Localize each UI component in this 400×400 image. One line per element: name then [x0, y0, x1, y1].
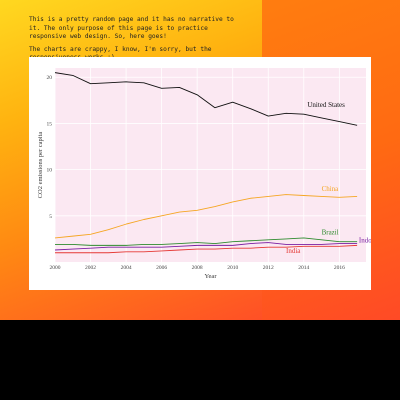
y-tick-label: 15	[47, 121, 53, 127]
series-line-brazil	[55, 237, 358, 246]
y-tick-label: 20	[47, 75, 53, 81]
y-tick-label: 5	[49, 214, 52, 220]
plot-background	[55, 68, 366, 262]
series-label-china: China	[322, 185, 340, 193]
series-line-indonesia	[54, 242, 358, 251]
x-tick-label: 2006	[156, 265, 167, 271]
co2-line-chart: 2000 2002 2004 2006 2008 2010 2012 2014 2016 5 10…	[37, 68, 387, 280]
series-label-india: India	[286, 247, 301, 255]
x-tick-label: 2000	[50, 265, 61, 271]
y-tick-label: 10	[47, 168, 53, 174]
series-label-indonesia: Indonesia	[359, 237, 371, 245]
series-line-united-states	[54, 72, 358, 126]
x-axis-label: Year	[205, 273, 218, 280]
x-tick-label: 2004	[121, 265, 132, 271]
x-tick-label: 2014	[298, 265, 309, 271]
intro-paragraph-1: This is a pretty random page and it has …	[29, 16, 234, 41]
x-axis-ticks: 2000 2002 2004 2006 2008 2010 2012 2014 2016	[50, 265, 346, 271]
x-tick-label: 2002	[85, 265, 96, 271]
x-tick-label: 2010	[227, 265, 238, 271]
x-tick-label: 2016	[334, 265, 345, 271]
series-label-brazil: Brazil	[322, 228, 339, 236]
x-tick-label: 2012	[263, 265, 274, 271]
series-label-united-states: United States	[307, 101, 345, 109]
series-line-india	[55, 244, 358, 254]
chart-card: 2000 2002 2004 2006 2008 2010 2012 2014 2016 5 10…	[29, 57, 387, 290]
grid-lines	[54, 68, 366, 262]
y-axis-ticks: 5 10 15 20	[47, 75, 53, 220]
series-lines	[54, 72, 358, 254]
x-tick-label: 2008	[192, 265, 203, 271]
y-axis-label: CO2 emissions per capita	[37, 132, 44, 199]
series-line-china	[54, 194, 358, 239]
